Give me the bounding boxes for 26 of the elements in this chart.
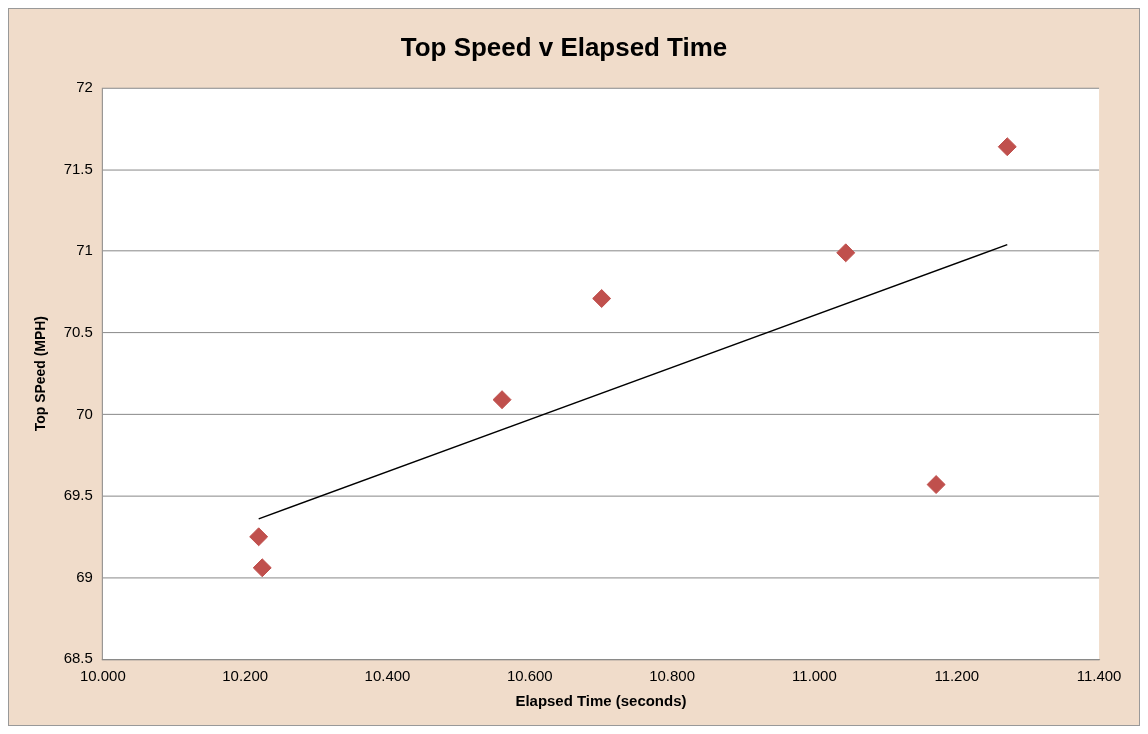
y-tick-label: 71.5 [63, 159, 93, 177]
point [836, 243, 856, 263]
point [249, 527, 269, 547]
x-tick-label: 10.200 [222, 667, 269, 685]
y-axis-title: Top SPeed (MPH) [32, 315, 49, 432]
x-tick-label: 11.000 [792, 667, 837, 685]
x-tick-label: 10.000 [79, 667, 126, 685]
x-tick-label: 10.400 [364, 667, 411, 685]
y-tick-label: 71 [76, 241, 93, 259]
point [997, 137, 1017, 157]
y-tick-label: 70 [76, 404, 93, 422]
x-tick-label: 10.800 [649, 667, 695, 685]
point [592, 289, 612, 308]
y-tick-label: 72 [76, 78, 93, 96]
x-tick-label: 10.600 [506, 667, 553, 685]
point [252, 558, 272, 578]
y-tick-label: 68.5 [63, 649, 93, 667]
y-tick-label: 69 [76, 567, 93, 585]
point [926, 475, 946, 495]
x-tick-label: 11.400 [1076, 667, 1122, 685]
x-tick-label: 11.200 [934, 667, 980, 685]
x-axis-title: Elapsed Time (seconds) [515, 692, 687, 710]
y-tick-label: 69.5 [63, 486, 93, 504]
point [492, 390, 512, 410]
y-tick-label: 70.5 [63, 322, 93, 340]
chart-title: Top Speed v Elapsed Time [400, 32, 728, 61]
